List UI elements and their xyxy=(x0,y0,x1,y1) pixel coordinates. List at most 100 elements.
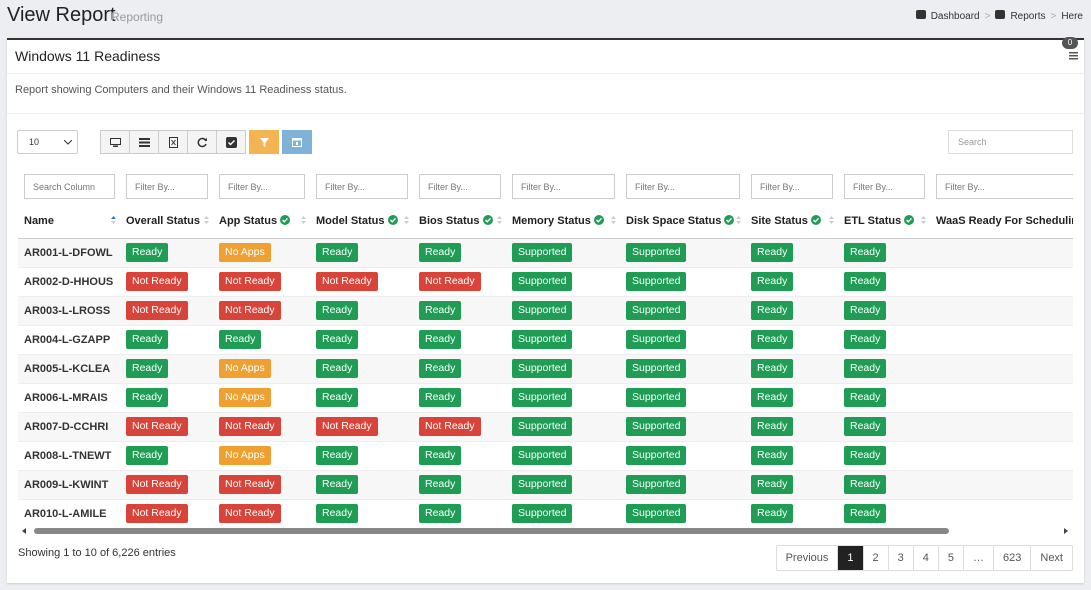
table-info: Showing 1 to 10 of 6,226 entries xyxy=(18,547,176,559)
status-badge: Ready xyxy=(316,301,359,320)
status-cell: Ready xyxy=(120,382,213,412)
filter-input[interactable]: Filter By... xyxy=(512,173,615,199)
filter-input[interactable]: Filter By... xyxy=(626,173,740,199)
status-cell: Not Ready xyxy=(310,266,413,296)
status-badge: Ready xyxy=(844,475,887,494)
status-cell: Ready xyxy=(838,469,930,499)
column-label: Site Status xyxy=(751,214,808,227)
calendar-button[interactable] xyxy=(282,130,312,154)
status-badge: Ready xyxy=(219,330,262,349)
column-header[interactable]: Bios Status xyxy=(413,204,506,239)
status-badge: Ready xyxy=(751,475,794,494)
status-badge: Ready xyxy=(316,243,359,262)
status-badge: Not Ready xyxy=(126,417,188,436)
status-badge: Supported xyxy=(512,446,573,465)
check-icon xyxy=(901,214,915,227)
status-cell: Ready xyxy=(120,324,213,354)
crumb-link[interactable]: Reports xyxy=(1010,10,1046,22)
column-header[interactable]: Memory Status xyxy=(506,204,620,239)
separator: > xyxy=(984,10,991,22)
page-button[interactable]: 4 xyxy=(912,546,938,570)
column-header[interactable]: ETL Status xyxy=(838,204,930,239)
status-cell: Supported xyxy=(620,266,745,296)
crumb-link[interactable]: Dashboard xyxy=(930,10,980,22)
column-header[interactable]: Disk Space Status xyxy=(620,204,745,239)
column-header[interactable]: Site Status xyxy=(745,204,838,239)
page-button[interactable]: 1 xyxy=(837,546,863,570)
column-header[interactable]: App Status xyxy=(213,204,310,239)
filter-input[interactable]: Filter By... xyxy=(419,173,501,199)
description: Report showing Computers and their Windo… xyxy=(15,84,347,96)
page-button[interactable]: 2 xyxy=(862,546,888,570)
select-button[interactable] xyxy=(216,130,246,154)
status-badge: Ready xyxy=(844,330,887,349)
status-cell: Supported xyxy=(506,324,620,354)
status-badge: Ready xyxy=(419,243,462,262)
panel-title: Windows 11 Readiness xyxy=(15,48,161,64)
panel: Windows 11 Readiness 0 Report showing Co… xyxy=(7,37,1084,583)
page-button[interactable]: 3 xyxy=(887,546,913,570)
status-cell: No Apps xyxy=(213,440,310,470)
status-badge: Supported xyxy=(512,475,573,494)
status-badge: Ready xyxy=(751,330,794,349)
status-badge: No Apps xyxy=(219,359,271,378)
filter-cell: Filter By... xyxy=(838,168,930,204)
search-input[interactable]: Search xyxy=(948,130,1073,154)
status-badge: Supported xyxy=(512,359,573,378)
filter-input[interactable]: Filter By... xyxy=(936,173,1073,199)
status-cell: Ready xyxy=(413,382,506,412)
status-badge: Ready xyxy=(844,446,887,465)
page-button[interactable]: Previous xyxy=(785,552,829,564)
columns-button[interactable] xyxy=(100,130,130,154)
filter-input[interactable]: Search Column xyxy=(24,173,115,199)
page-button[interactable]: … xyxy=(963,546,993,570)
status-cell: Not Ready xyxy=(213,469,310,499)
status-cell: Ready xyxy=(745,237,838,267)
status-cell: Ready xyxy=(120,440,213,470)
status-cell: Ready xyxy=(745,353,838,383)
filter-input[interactable]: Filter By... xyxy=(316,173,408,199)
status-cell: Ready xyxy=(310,295,413,325)
status-cell: Supported xyxy=(506,469,620,499)
status-cell: Supported xyxy=(620,295,745,325)
column-header[interactable]: Model Status xyxy=(310,204,413,239)
column-label: Name xyxy=(24,214,54,227)
filter-input[interactable]: Filter By... xyxy=(126,173,208,199)
filter-button[interactable] xyxy=(249,130,279,154)
list-button[interactable] xyxy=(129,130,159,154)
column-label: Overall Status xyxy=(126,214,200,227)
filter-input[interactable]: Filter By... xyxy=(219,173,305,199)
status-badge: Ready xyxy=(316,475,359,494)
status-cell: Ready xyxy=(310,237,413,267)
status-cell: Not Ready xyxy=(120,411,213,441)
status-cell: Ready xyxy=(413,324,506,354)
sort-icon xyxy=(404,215,409,228)
crumb-icon xyxy=(995,10,1006,22)
status-cell: Supported xyxy=(620,324,745,354)
separator: > xyxy=(1050,10,1057,22)
menu-icon[interactable] xyxy=(1069,52,1078,60)
divider xyxy=(7,113,1084,114)
page-button[interactable]: Next xyxy=(1030,546,1072,570)
column-header[interactable]: Name xyxy=(18,204,120,239)
status-cell: Not Ready xyxy=(120,469,213,499)
page-button[interactable]: 5 xyxy=(937,546,963,570)
status-badge: Ready xyxy=(316,388,359,407)
status-badge: Ready xyxy=(419,475,462,494)
excel-button[interactable] xyxy=(158,130,188,154)
column-header[interactable]: WaaS Ready For Scheduling xyxy=(930,204,1073,239)
refresh-button[interactable] xyxy=(187,130,217,154)
filter-input[interactable]: Filter By... xyxy=(844,173,925,199)
scrollbar[interactable] xyxy=(18,526,1073,536)
status-badge: Supported xyxy=(512,388,573,407)
column-header[interactable]: Overall Status xyxy=(120,204,213,239)
filter-input[interactable]: Filter By... xyxy=(751,173,833,199)
page-length-select[interactable]: 10 xyxy=(17,130,78,154)
column-label: WaaS Ready For Scheduling xyxy=(936,214,1073,227)
status-cell: Ready xyxy=(413,498,506,526)
page-button[interactable]: 623 xyxy=(993,546,1030,570)
status-cell: Ready xyxy=(310,440,413,470)
page-title: View Report xyxy=(7,4,116,26)
status-badge: Supported xyxy=(626,359,687,378)
